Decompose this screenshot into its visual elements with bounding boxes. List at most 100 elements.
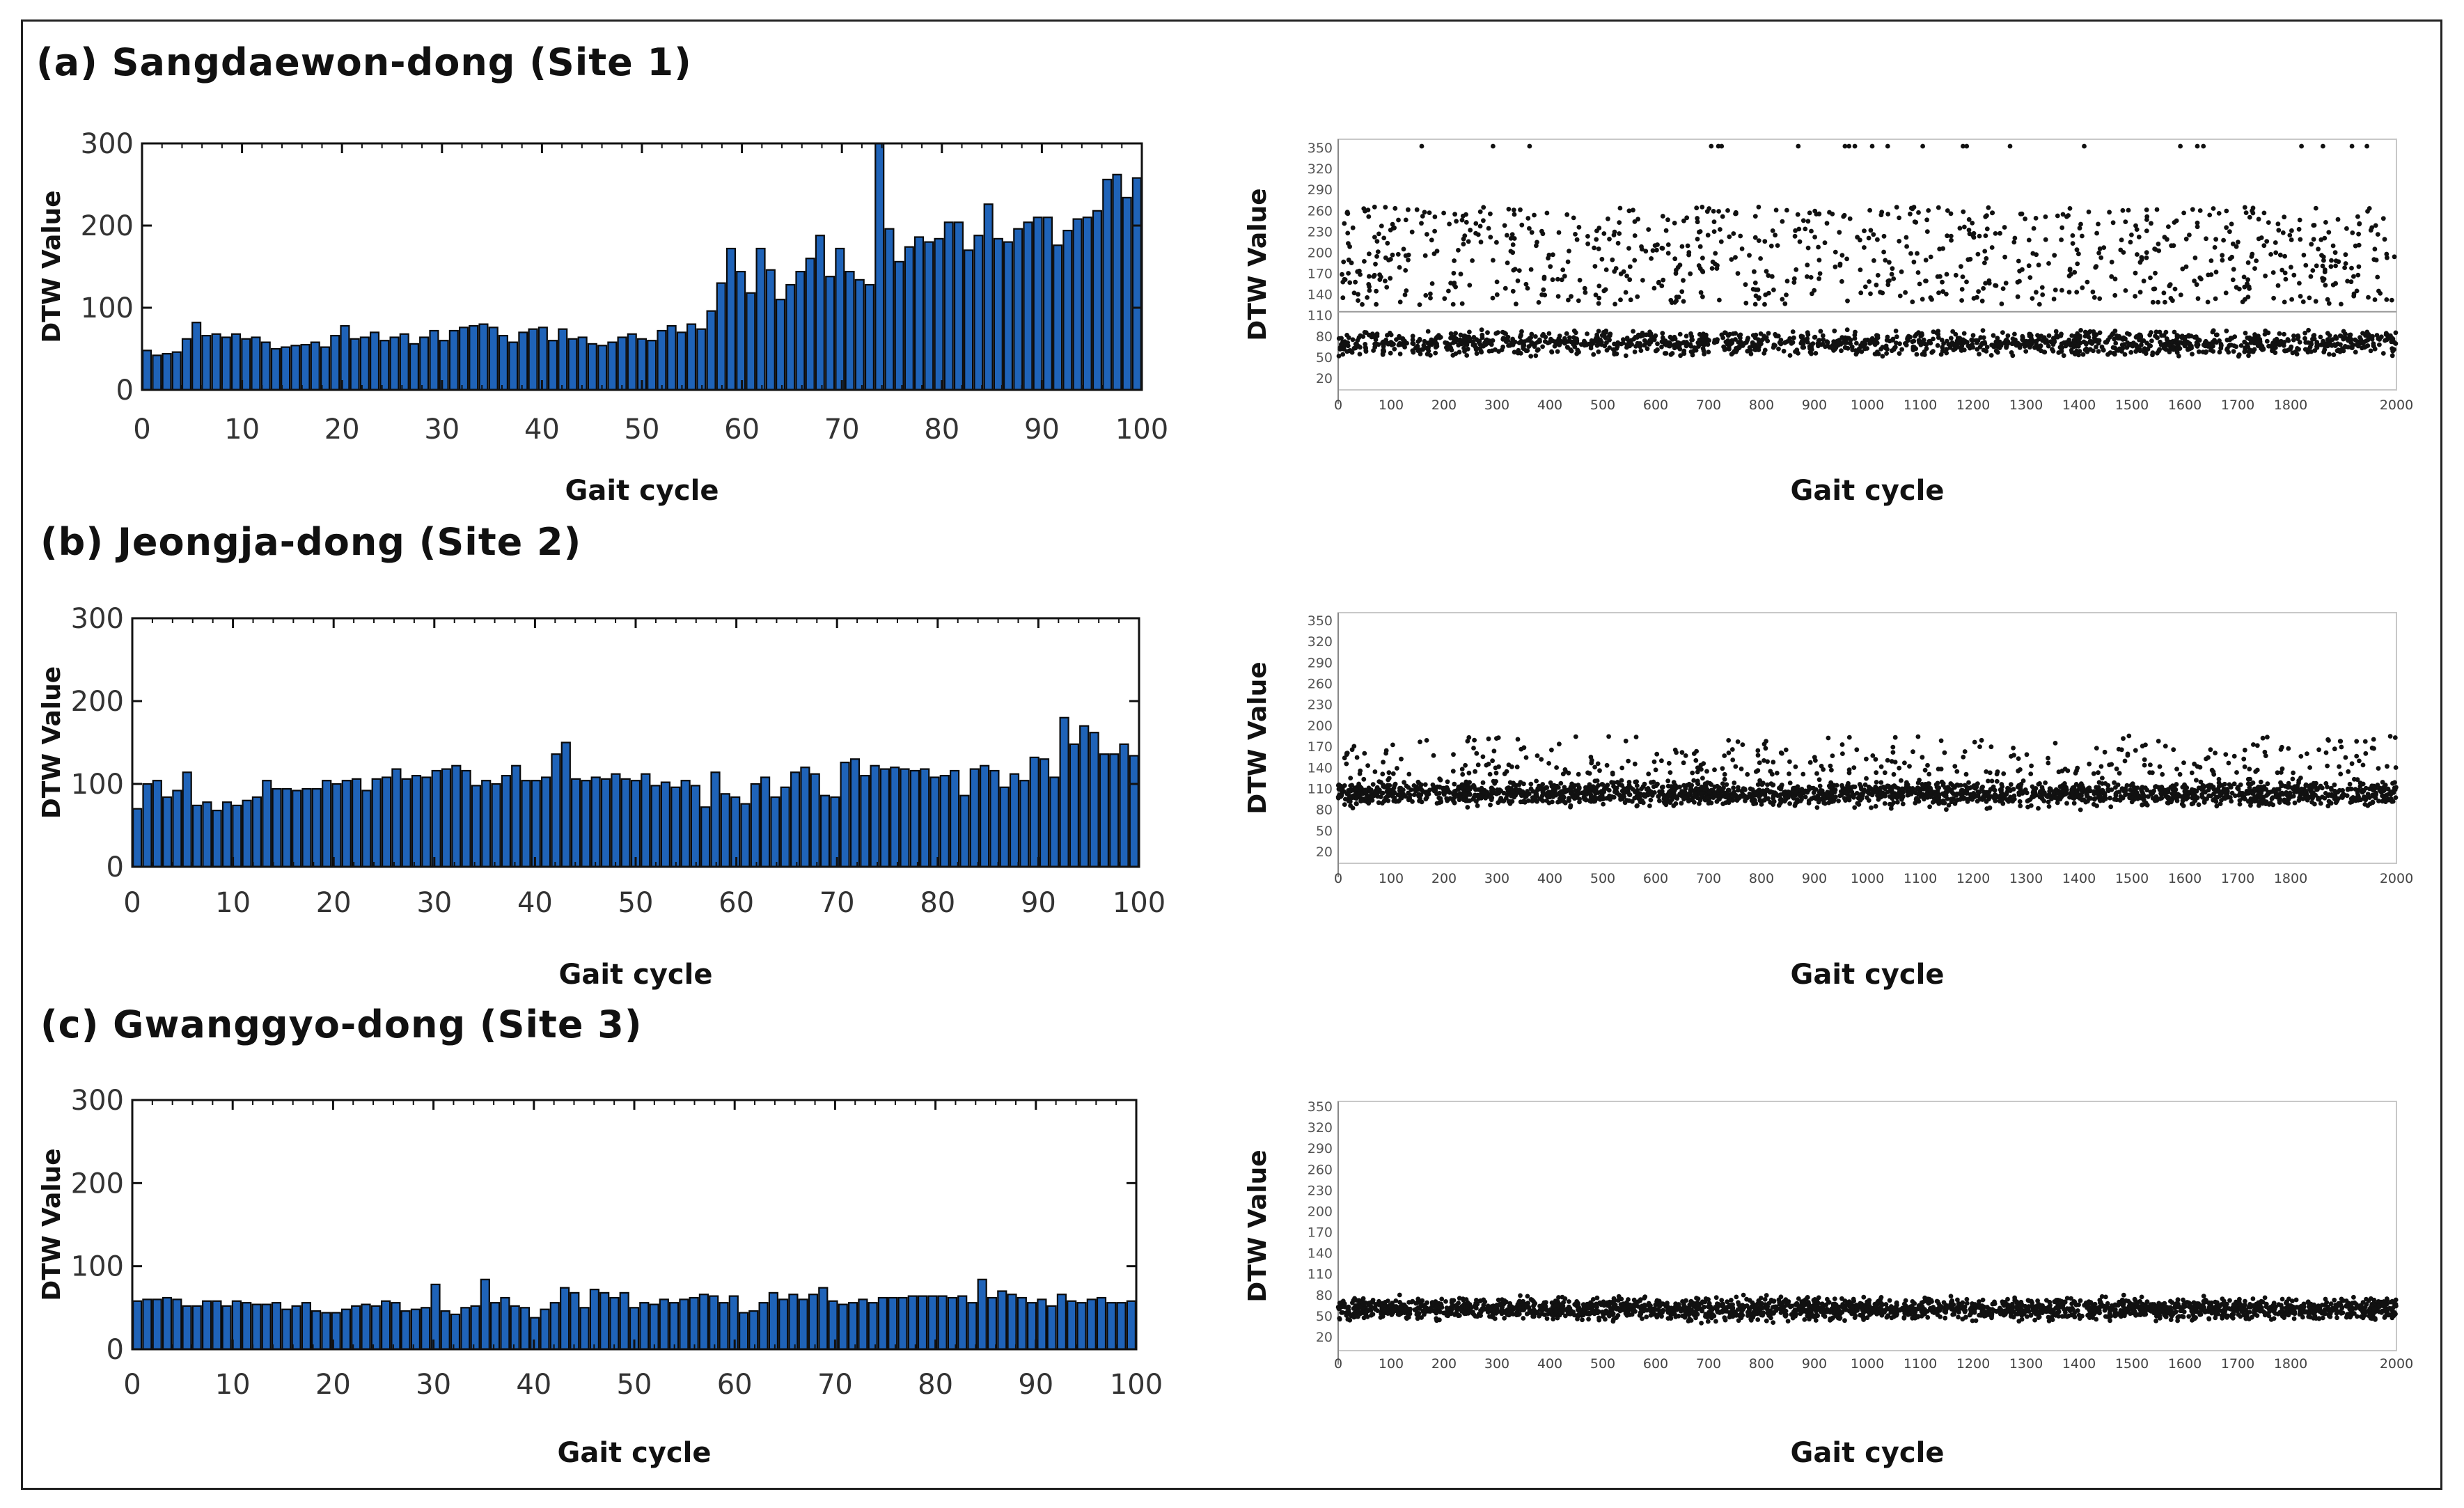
scatter-point xyxy=(2303,340,2309,345)
scatter-point xyxy=(1636,796,1642,801)
scatter-point xyxy=(2138,333,2144,339)
bar xyxy=(860,774,870,868)
scatter-point xyxy=(2309,242,2314,247)
scatter-point xyxy=(1480,780,1486,785)
scatter-point xyxy=(1868,228,1874,233)
bar xyxy=(700,806,711,868)
scatter-point xyxy=(2002,225,2007,230)
y-tick-label: 300 xyxy=(71,603,124,635)
bar xyxy=(790,771,801,868)
scatter-point xyxy=(1721,785,1726,791)
scatter-point xyxy=(1404,288,1409,293)
scatter-point xyxy=(1846,143,1852,149)
scatter-point xyxy=(2200,783,2206,788)
bar xyxy=(1069,743,1080,868)
scatter-point xyxy=(1836,799,1842,803)
scatter-x-tick-label: 200 xyxy=(1431,398,1457,413)
scatter-point xyxy=(2390,348,2396,354)
scatter-point xyxy=(2096,221,2101,227)
scatter-point xyxy=(2382,237,2387,242)
scatter-y-tick-label: 290 xyxy=(1308,655,1333,670)
scatter-point xyxy=(1873,803,1878,809)
bar xyxy=(311,787,322,868)
scatter-point xyxy=(1423,292,1429,298)
scatter-point xyxy=(1866,235,1871,241)
scatter-point xyxy=(1587,782,1592,787)
scatter-point xyxy=(1629,342,1635,347)
x-tick-label: 0 xyxy=(133,414,150,446)
scatter-point xyxy=(1342,276,1347,282)
scatter-point xyxy=(1574,340,1580,345)
scatter-point xyxy=(2333,334,2339,339)
scatter-point xyxy=(1958,783,1963,788)
scatter-point xyxy=(1711,209,1716,214)
scatter-point xyxy=(2282,299,2287,305)
scatter-point xyxy=(1564,212,1570,217)
bar xyxy=(381,776,392,868)
scatter-point xyxy=(2062,781,2067,786)
scatter-point xyxy=(2241,274,2247,280)
scatter-point xyxy=(2245,281,2250,286)
scatter-point xyxy=(1401,246,1406,252)
scatter-point xyxy=(2047,789,2053,794)
scatter-point xyxy=(1462,349,1467,354)
scatter-point xyxy=(1567,249,1571,253)
bar xyxy=(815,235,825,391)
scatter-point xyxy=(1924,229,1930,234)
scatter-point xyxy=(2246,353,2251,359)
scatter-point xyxy=(1936,335,1941,340)
scatter-point xyxy=(2139,343,2144,347)
scatter-point xyxy=(2277,252,2283,258)
scatter-point xyxy=(1894,340,1899,345)
bar xyxy=(421,776,432,868)
bar xyxy=(680,780,691,868)
scatter-point xyxy=(1957,226,1963,231)
scatter-point xyxy=(1984,226,1990,232)
scatter-x-tick-label: 2000 xyxy=(2380,871,2413,886)
scatter-point xyxy=(1839,278,1844,284)
scatter-point xyxy=(1406,258,1411,262)
scatter-point xyxy=(2356,264,2362,269)
bar xyxy=(710,771,721,868)
scatter-point xyxy=(1727,796,1732,801)
scatter-point xyxy=(1516,782,1522,787)
scatter-point xyxy=(1519,329,1524,334)
scatter-point xyxy=(1944,272,1949,277)
scatter-point xyxy=(2328,264,2334,269)
scatter-x-tick-label: 1100 xyxy=(1904,398,1937,413)
scatter-point xyxy=(1456,248,1461,253)
scatter-point xyxy=(1607,237,1612,242)
bar xyxy=(1099,753,1110,868)
scatter-point xyxy=(2263,801,2268,806)
scatter-point xyxy=(1716,794,1720,799)
scatter-point xyxy=(2087,347,2093,352)
bar xyxy=(775,299,786,391)
scatter-point xyxy=(1415,345,1420,351)
scatter-point xyxy=(1445,343,1450,349)
scatter-point xyxy=(1361,776,1367,782)
scatter-point xyxy=(2249,254,2254,259)
scatter-point xyxy=(1394,337,1399,342)
scatter-point xyxy=(1470,343,1476,347)
scatter-point xyxy=(2140,338,2145,344)
scatter-point xyxy=(1732,780,1737,785)
scatter-point xyxy=(1950,329,1956,334)
scatter-point xyxy=(1534,778,1539,784)
scatter-point xyxy=(1452,800,1457,806)
scatter-point xyxy=(1596,301,1601,306)
scatter-point xyxy=(1541,287,1546,292)
scatter-point xyxy=(1390,794,1395,799)
panel-c-heading: (c) Gwanggyo-dong (Site 3) xyxy=(40,1003,643,1046)
scatter-point xyxy=(1402,292,1408,297)
scatter-point xyxy=(1668,297,1674,303)
bar xyxy=(290,345,301,391)
scatter-point xyxy=(1836,340,1842,345)
scatter-point xyxy=(1353,279,1358,285)
bar xyxy=(909,769,920,868)
scatter-point xyxy=(2156,248,2162,253)
scatter-point xyxy=(2312,223,2317,228)
scatter-x-tick-label: 1400 xyxy=(2062,398,2096,413)
scatter-point xyxy=(2385,796,2391,802)
scatter-point xyxy=(2078,781,2084,787)
